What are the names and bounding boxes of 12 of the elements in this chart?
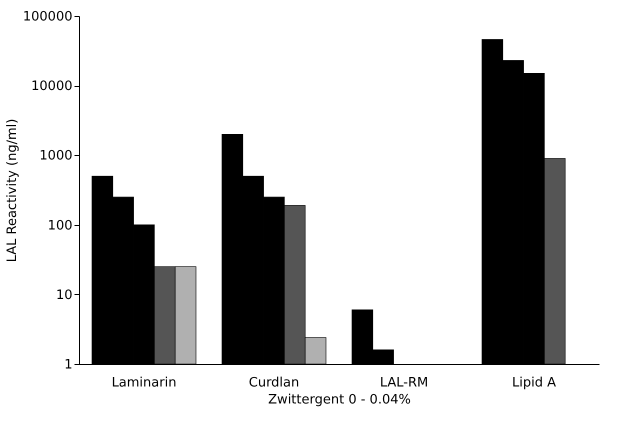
y-tick-label: 10000 xyxy=(31,79,72,94)
y-tick-label: 1000 xyxy=(39,148,72,164)
y-tick-label: 100 xyxy=(48,218,72,234)
x-tick-label: LAL-RM xyxy=(380,376,428,390)
x-axis-title: Zwittergent 0 - 0.04% xyxy=(268,392,411,408)
x-tick-label: Curdlan xyxy=(248,376,300,390)
y-axis-title: LAL Reactivity (ng/ml) xyxy=(4,118,20,262)
x-tick-label: Laminarin xyxy=(112,376,176,390)
y-tick-label: 10 xyxy=(56,288,72,303)
x-tick-label: Lipid A xyxy=(512,376,556,390)
y-tick-label: 1 xyxy=(64,358,72,372)
y-tick-label: 100000 xyxy=(22,10,72,24)
